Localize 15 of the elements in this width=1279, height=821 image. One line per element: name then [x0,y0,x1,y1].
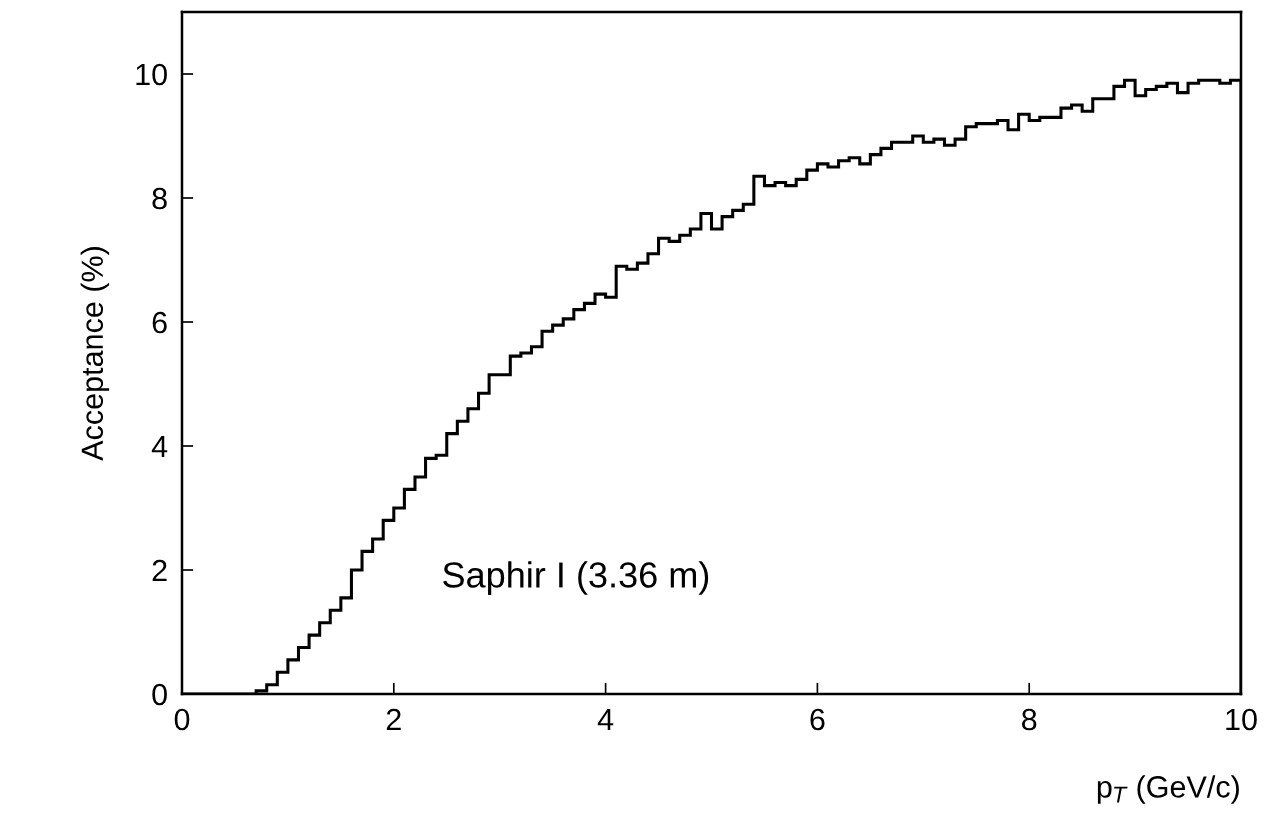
y-tick-label: 10 [136,63,167,86]
y-tick-label: 4 [151,436,168,458]
x-tick-label: 4 [597,709,614,731]
y-tick-label: 6 [152,311,167,334]
x-tick-label: 2 [386,708,401,731]
x-axis-title: p$_{T}$ (GeV/c) [1097,775,1239,804]
x-tick-label: 8 [1022,708,1037,731]
y-axis-title: Acceptance (%) [80,247,110,461]
y-tick-label: 8 [152,187,167,210]
x-tick-label: 0 [174,708,190,731]
annotation: Saphir I (3.36 m) [443,561,709,595]
x-tick-label: 6 [810,708,825,731]
y-tick-label: 0 [152,683,167,706]
y-tick-label: 2 [152,559,167,582]
x-tick-label: 10 [1226,708,1257,731]
